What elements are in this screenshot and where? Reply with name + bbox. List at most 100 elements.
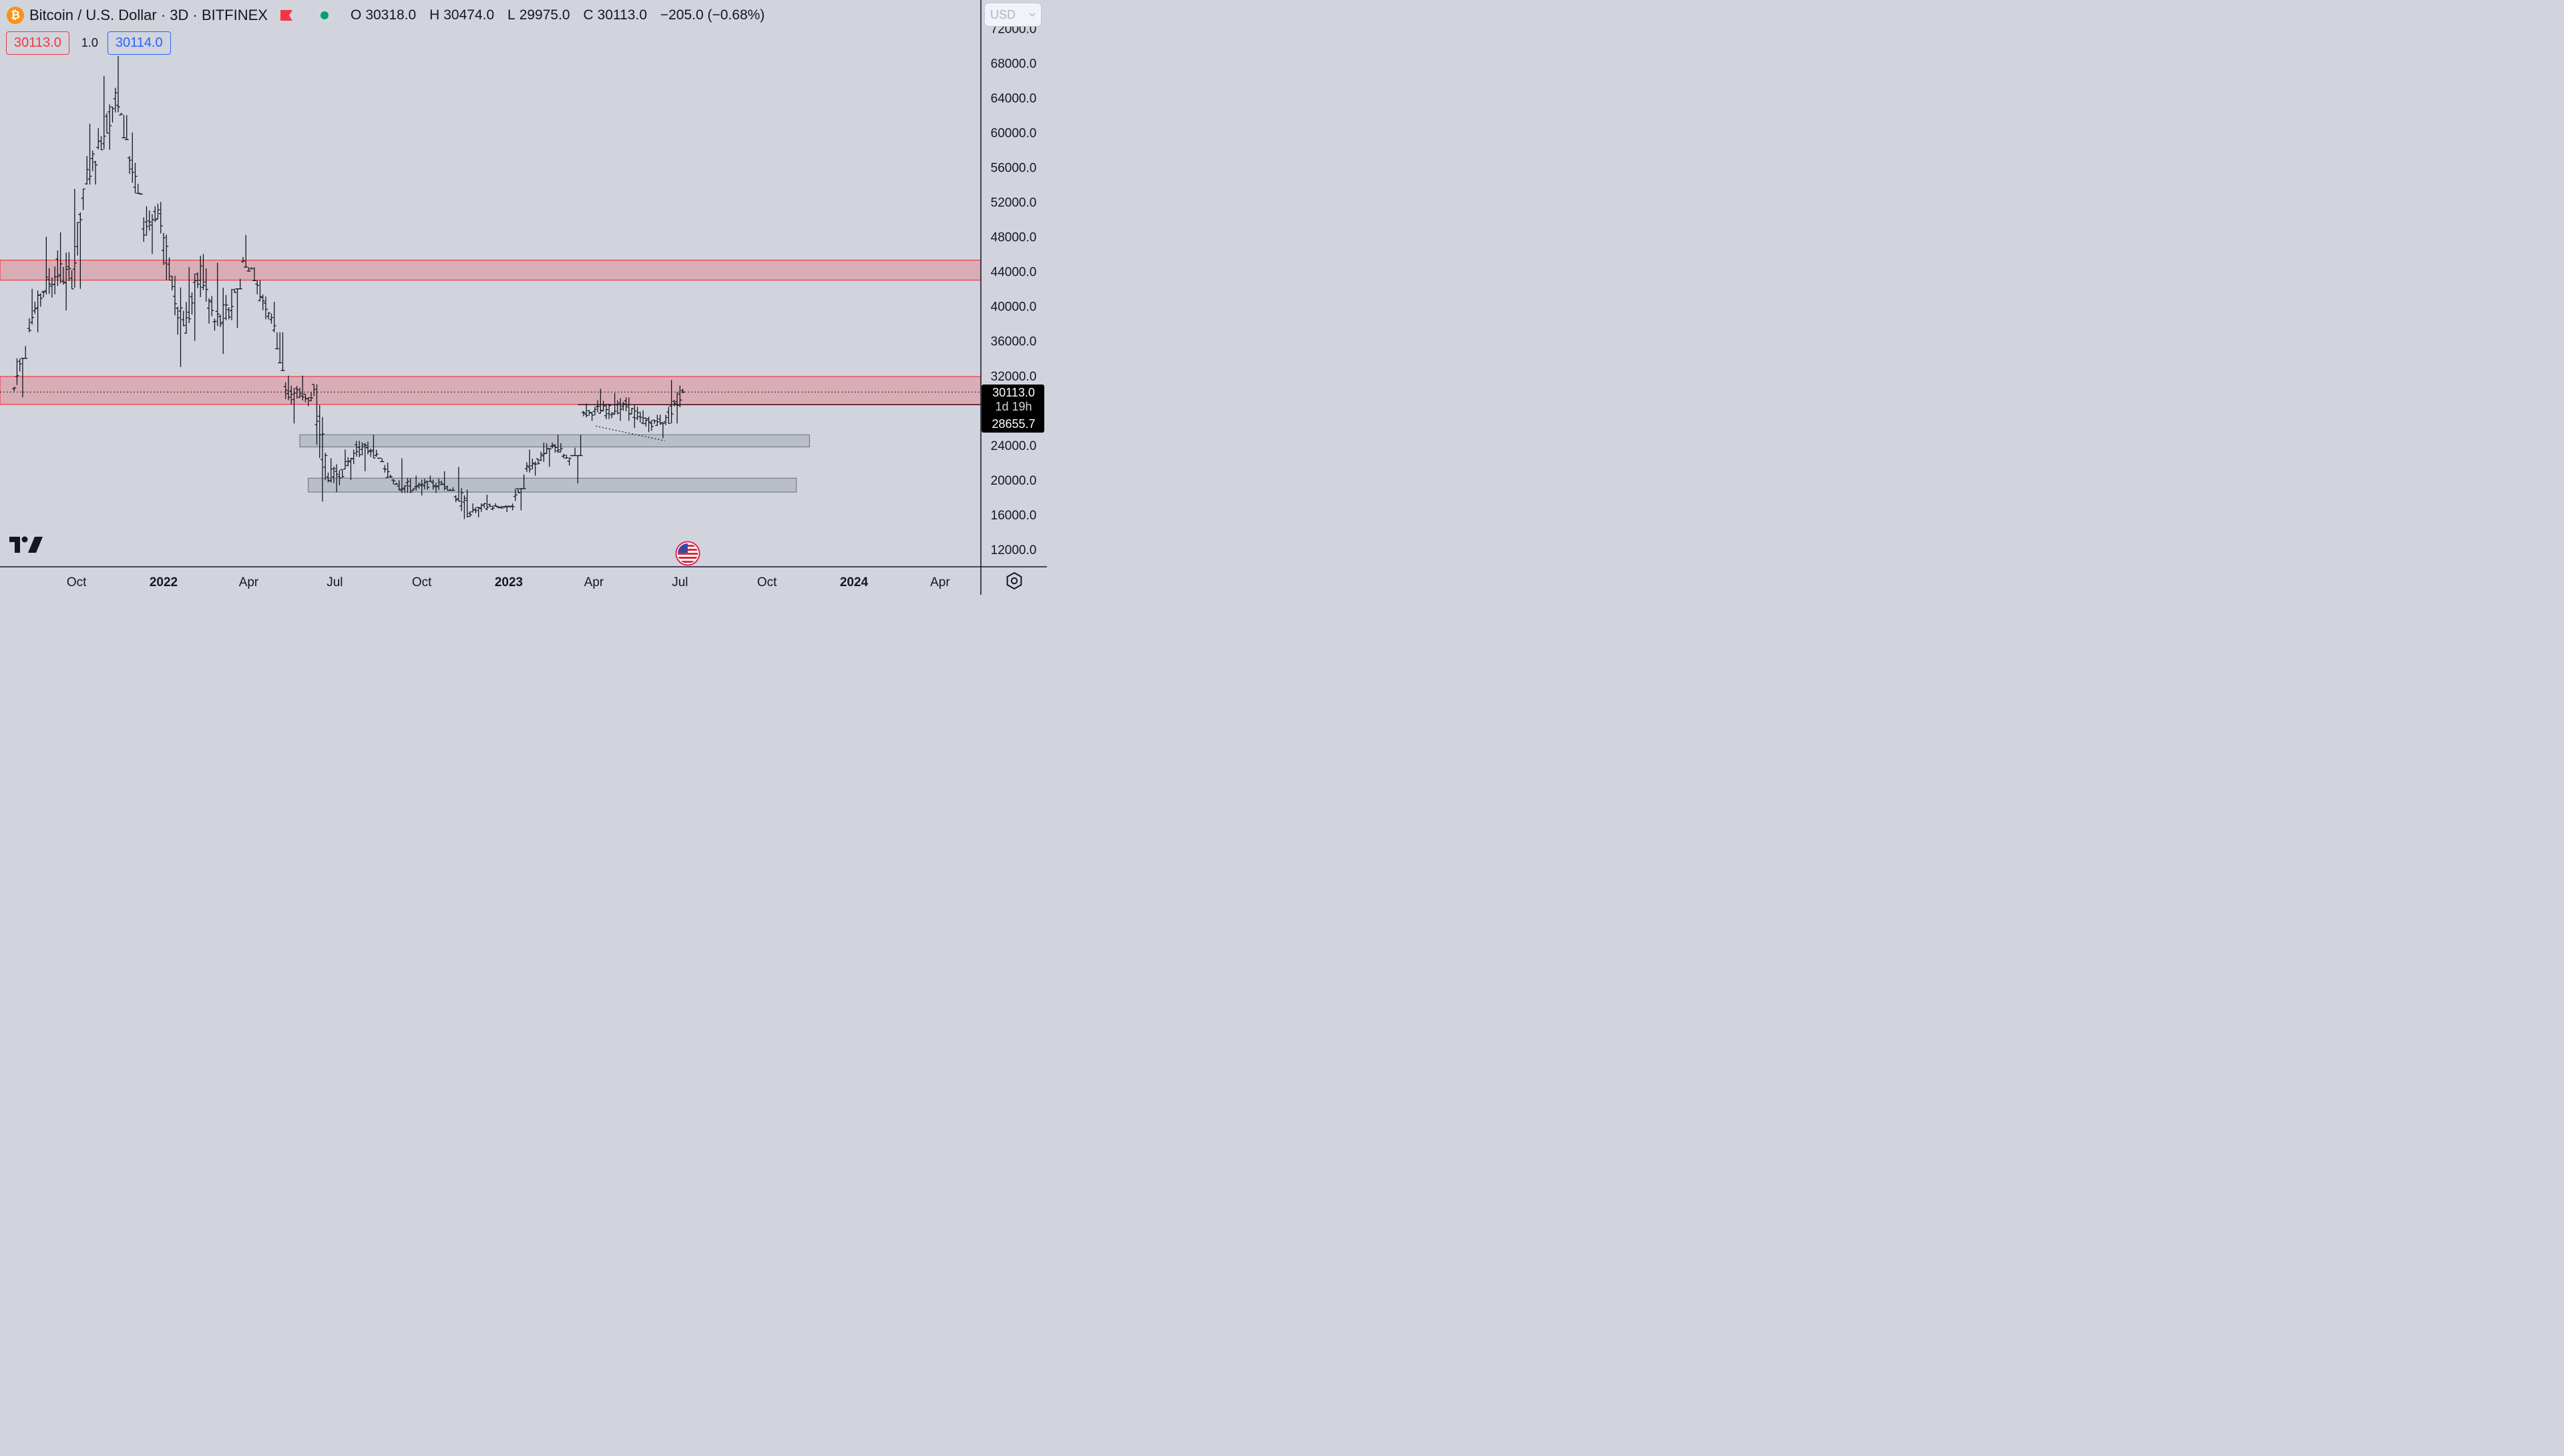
ohlc-bar-78 [235,288,240,328]
ohlc-bar-12 [47,268,51,294]
support-zone-3[interactable] [308,477,797,493]
ohlc-bar-4 [23,346,28,359]
ohlc-bar-134 [394,483,399,485]
ohlc-bar-189 [550,442,555,449]
ohlc-bar-141 [414,475,419,491]
ohlc-bar-200 [581,411,586,417]
ohlc-bar-225 [652,419,657,424]
ohlc-bar-199 [578,435,583,457]
low-value: 29975.0 [519,7,570,23]
ohlc-bar-159 [465,489,469,518]
support-zone-2[interactable] [299,434,811,448]
zones-layer [0,260,982,493]
ohlc-bar-70 [212,318,217,331]
ohlc-bar-66 [201,254,206,290]
ohlc-bar-186 [542,442,546,462]
ohlc-bar-76 [229,288,234,320]
ohlc-bar-80 [240,256,245,263]
ohlc-bar-157 [459,488,464,511]
ohlc-bar-207 [601,401,606,412]
low-label: L [507,7,515,23]
ohlc-bar-197 [573,447,578,457]
time-tick-label: 2022 [150,575,178,589]
ohlc-bar-234 [678,385,682,408]
close-value: 30113.0 [597,7,647,23]
ohlc-bar-42 [133,163,138,194]
red-flag-icon[interactable] [280,9,293,21]
tradingview-logo-icon[interactable] [8,534,44,554]
ohlc-bar-58 [178,287,183,367]
sell-price-button[interactable]: 30113.0 [6,31,69,55]
ohlc-bar-201 [584,403,589,418]
ohlc-bar-89 [266,312,271,320]
ohlc-bar-145 [425,481,430,491]
ohlc-bar-5 [27,318,31,332]
resistance-zone-0[interactable] [0,260,982,281]
ohlc-bar-9 [38,293,43,307]
ohlc-bar-169 [493,503,498,507]
symbol-title[interactable]: Bitcoin / U.S. Dollar · 3D · BITFINEX [29,7,268,23]
ohlc-bar-155 [453,495,458,503]
ohlc-bar-23 [78,212,83,289]
ohlc-bar-15 [55,250,60,286]
ohlc-bar-202 [587,410,592,416]
ohlc-bar-108 [320,417,325,502]
ohlc-bar-16 [58,232,63,284]
price-axis[interactable]: 12000.016000.020000.024000.028000.032000… [991,22,1037,557]
ohlc-bar-123 [363,443,367,471]
price-chart[interactable]: 12000.016000.020000.024000.028000.032000… [0,0,1047,595]
ohlc-bar-91 [272,302,276,332]
price-tick-label: 32000.0 [991,370,1037,384]
price-tick-label: 56000.0 [991,161,1037,175]
ohlc-bar-194 [564,455,569,459]
ohlc-bar-49 [153,206,158,222]
ohlc-bar-103 [306,397,310,407]
close-label: C [583,7,594,23]
price-tick-label: 68000.0 [991,57,1037,71]
ohlc-bar-35 [113,87,118,113]
last-price-marker: 30113.0 1d 19h 28655.7 [982,385,1044,433]
ohlc-bar-94 [280,332,285,371]
ohlc-bar-31 [101,75,106,150]
ohlc-bar-59 [181,310,186,326]
ohlc-bar-104 [308,392,313,402]
ohlc-bar-47 [147,210,152,231]
ohlc-bar-75 [226,307,231,320]
ohlc-bar-142 [417,482,421,489]
ohlc-bar-115 [340,469,345,478]
resistance-zone-1[interactable] [0,376,982,405]
ohlc-bar-97 [289,385,294,405]
ohlc-bar-111 [329,458,333,483]
ohlc-bar-179 [521,474,526,489]
ohlc-bar-210 [610,412,614,419]
ohlc-bar-165 [482,503,487,508]
price-tick-label: 16000.0 [991,509,1037,523]
ohlc-bar-219 [635,407,640,421]
us-flag-event-icon[interactable] [675,541,700,566]
currency-select[interactable]: USD [984,3,1042,27]
settings-gear-icon[interactable] [1005,571,1024,590]
ohlc-bar-118 [349,457,353,480]
ohlc-bar-226 [655,415,660,426]
ohlc-bar-6 [30,288,35,324]
ohlc-bar-231 [669,380,674,423]
ohlc-bar-182 [530,458,535,470]
ohlc-bar-64 [195,272,200,288]
market-status-dot-icon[interactable] [315,7,333,24]
ohlc-bar-27 [90,150,95,172]
time-tick-label: Jul [327,575,343,589]
last-price-label: 30113.0 [992,386,1035,399]
ohlc-bar-73 [221,287,226,354]
ohlc-bar-1 [15,358,19,385]
ohlc-bar-190 [553,444,558,453]
time-axis[interactable]: Oct 2022 Apr Jul Oct 2023 Apr Jul Oct 2024 Apr [67,575,950,589]
ohlc-bar-0 [12,387,17,392]
ohlc-bar-29 [96,128,101,150]
symbol-legend[interactable]: ₿ Bitcoin / U.S. Dollar · 3D · BITFINEX … [7,4,765,27]
ohlc-bar-175 [510,503,515,511]
ohlc-bar-176 [513,488,517,501]
ohlc-bar-170 [496,505,501,509]
ohlc-bar-146 [428,475,433,482]
buy-price-button[interactable]: 30114.0 [107,31,171,55]
ohlc-bar-188 [547,448,552,467]
